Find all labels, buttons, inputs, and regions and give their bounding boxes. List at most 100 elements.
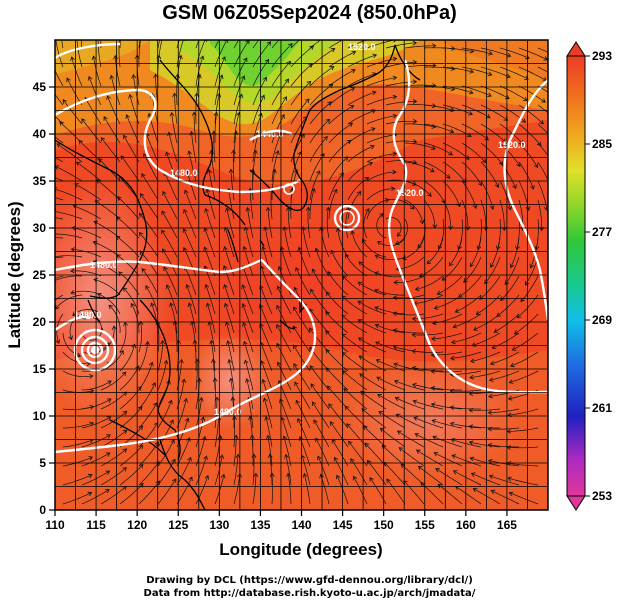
streamline — [518, 104, 544, 125]
streamline-arrowhead — [276, 323, 281, 329]
streamline — [517, 294, 539, 318]
streamline-arrowhead — [282, 435, 287, 441]
streamline-arrowhead — [213, 111, 219, 117]
streamline-arrowhead — [297, 417, 302, 423]
streamline — [469, 441, 501, 448]
streamline — [404, 180, 432, 197]
y-tick-label: 45 — [33, 80, 47, 94]
streamline-arrowhead — [187, 150, 192, 155]
streamline — [510, 351, 539, 367]
streamline-arrowhead — [311, 401, 317, 407]
streamline-arrowhead — [259, 303, 264, 309]
streamline-arrowhead — [276, 285, 282, 291]
streamline — [347, 40, 368, 49]
streamline-arrowhead — [87, 473, 93, 479]
colorbar-tick-label: 253 — [592, 489, 612, 503]
streamline — [331, 250, 349, 277]
streamline-arrowhead — [412, 40, 418, 46]
streamline-arrowhead — [541, 98, 546, 103]
streamline-arrowhead — [171, 458, 176, 464]
y-tick-label: 30 — [33, 221, 47, 235]
streamline-arrowhead — [59, 121, 64, 126]
streamline-arrowhead — [81, 118, 86, 123]
streamline — [537, 180, 548, 211]
y-tick-label: 20 — [33, 315, 47, 329]
streamline-arrowhead — [190, 320, 195, 326]
streamline — [246, 378, 254, 410]
streamline-arrowhead — [165, 151, 170, 157]
streamline-arrowhead — [509, 362, 515, 368]
streamline-arrowhead — [484, 279, 489, 285]
x-tick-label: 125 — [168, 518, 188, 532]
streamline-arrowhead — [431, 124, 437, 129]
streamline-arrowhead — [489, 205, 495, 210]
streamline — [520, 275, 539, 302]
streamline — [214, 435, 221, 467]
streamline — [395, 397, 425, 410]
streamline-arrowhead — [378, 411, 384, 416]
streamline-arrowhead — [431, 419, 437, 424]
contour-label-1520-a: 1520.0 — [396, 188, 424, 198]
streamline — [432, 313, 463, 324]
streamline-arrowhead — [199, 55, 205, 60]
streamline — [252, 473, 257, 505]
streamline-arrowhead — [262, 397, 268, 403]
streamline — [81, 416, 111, 429]
streamline-arrowhead — [309, 45, 315, 50]
streamline-arrowhead — [415, 449, 421, 454]
streamline-arrowhead — [374, 271, 379, 276]
streamline-arrowhead — [138, 463, 144, 469]
streamline — [195, 475, 209, 505]
streamline-arrowhead — [450, 355, 455, 361]
streamline-arrowhead — [249, 434, 255, 439]
streamline — [394, 380, 425, 391]
streamline — [500, 275, 520, 301]
streamline — [62, 370, 93, 378]
streamline-arrowhead — [122, 429, 128, 435]
streamline-arrowhead — [506, 73, 511, 79]
streamline — [480, 123, 506, 143]
streamline — [116, 236, 140, 258]
x-tick-label: 130 — [209, 518, 229, 532]
streamline-arrowhead — [392, 328, 398, 333]
streamline-arrowhead — [501, 138, 507, 143]
streamline — [342, 275, 368, 296]
streamline — [108, 305, 121, 334]
streamline-arrowhead — [412, 139, 418, 144]
streamline — [93, 221, 121, 239]
streamline-arrowhead — [411, 349, 417, 354]
streamline-arrowhead — [352, 33, 356, 37]
streamline-arrowhead — [87, 491, 93, 497]
streamline-arrowhead — [309, 327, 314, 333]
streamline-arrowhead — [310, 288, 315, 294]
streamline — [496, 294, 520, 317]
streamline-arrowhead — [507, 476, 512, 482]
streamline-arrowhead — [412, 118, 418, 124]
streamline — [55, 275, 83, 281]
streamline-arrowhead — [248, 23, 252, 27]
streamline-arrowhead — [293, 363, 298, 368]
streamline — [145, 285, 159, 315]
y-tick-label: 35 — [33, 174, 47, 188]
streamline — [261, 360, 273, 391]
colorbar-min-arrow — [566, 495, 586, 511]
streamline-arrowhead — [149, 361, 154, 367]
streamline — [437, 484, 463, 505]
streamline-arrowhead — [210, 358, 216, 364]
streamline-arrowhead — [197, 73, 202, 79]
streamline — [455, 486, 482, 505]
streamline-arrowhead — [204, 474, 210, 480]
streamline-arrowhead — [293, 344, 298, 349]
streamline — [437, 275, 463, 295]
streamline — [161, 230, 178, 258]
streamline-arrowhead — [120, 155, 126, 160]
streamline-arrowhead — [245, 206, 251, 212]
streamline-arrowhead — [412, 79, 418, 85]
streamline — [396, 414, 425, 429]
streamline — [537, 47, 548, 53]
streamline — [176, 40, 184, 68]
streamline-arrowhead — [223, 302, 229, 308]
streamline — [461, 66, 492, 76]
streamline — [138, 422, 159, 448]
streamline — [309, 40, 322, 49]
